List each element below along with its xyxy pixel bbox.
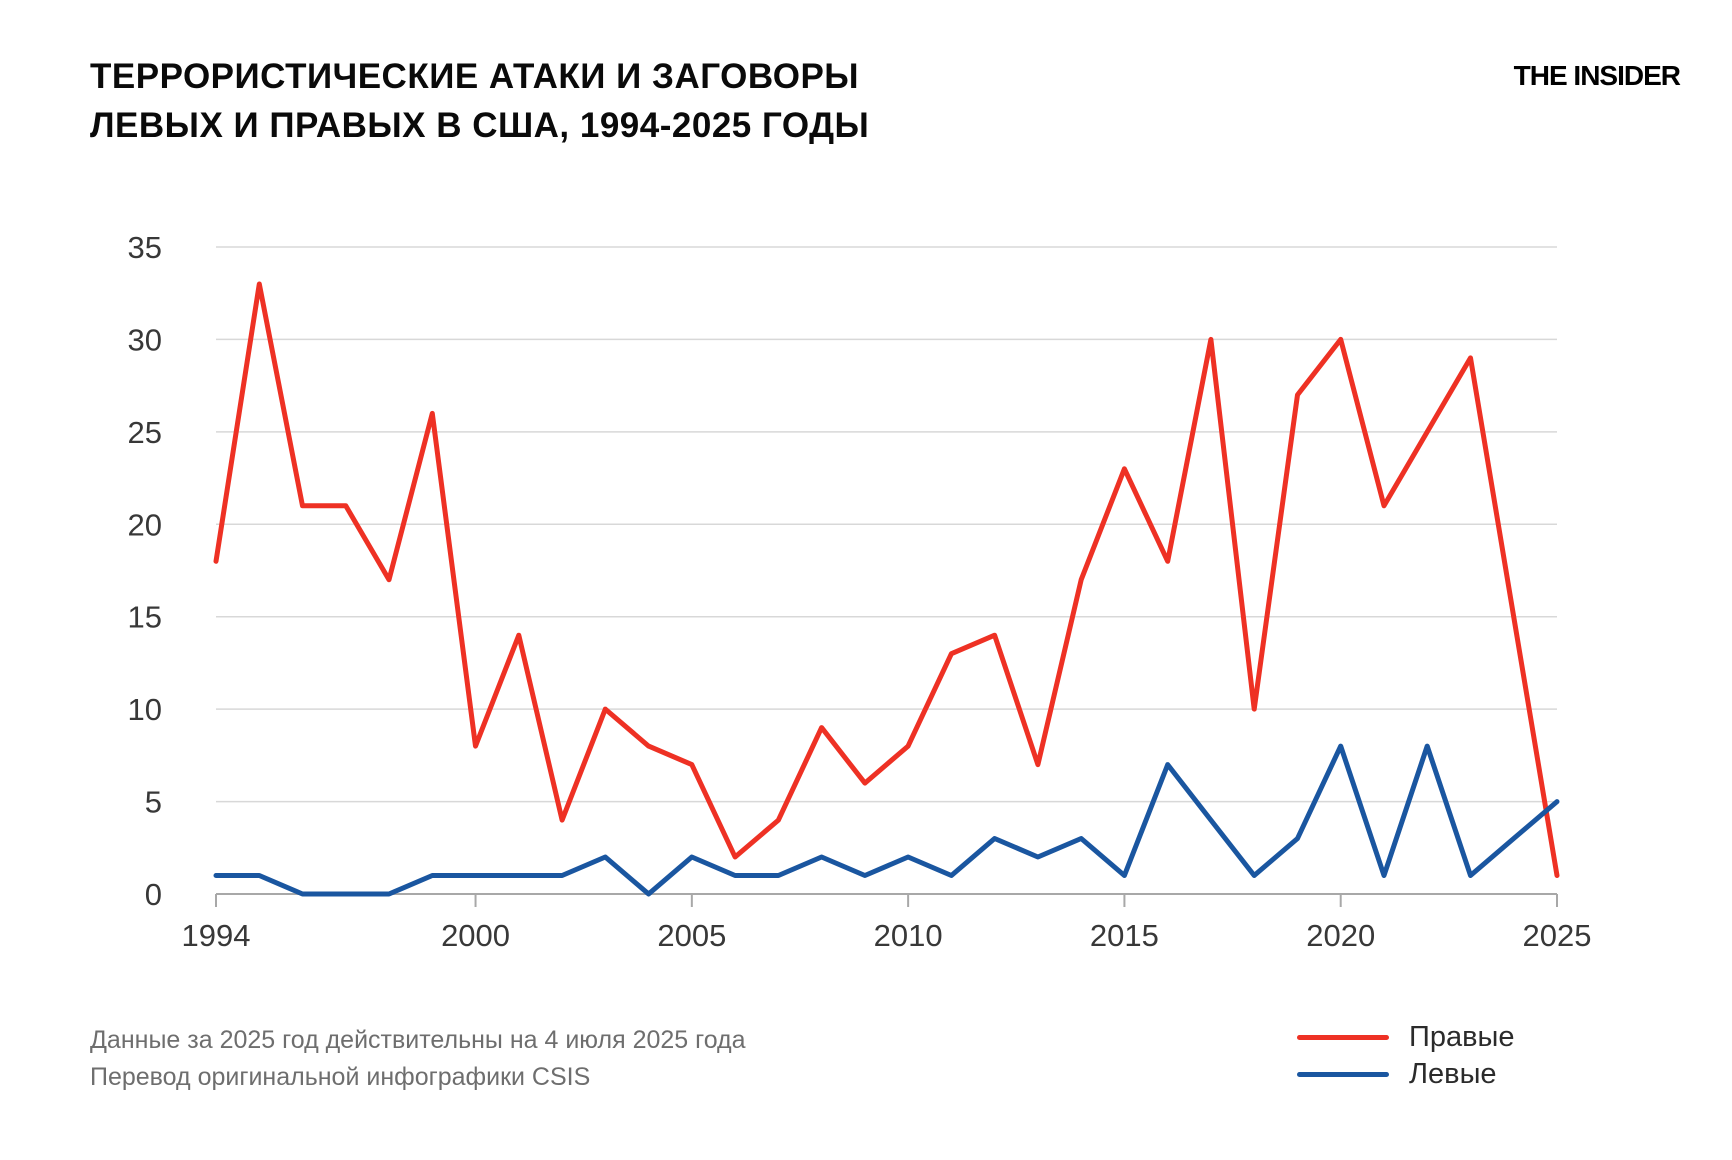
x-axis-label-2025: 2025 <box>1523 918 1592 953</box>
x-axis-label-2020: 2020 <box>1306 918 1375 953</box>
legend: Правые Левые <box>1297 1019 1514 1093</box>
footnotes: Данные за 2025 год действительны на 4 ию… <box>90 1022 746 1096</box>
chart-title-line1: ТЕРРОРИСТИЧЕСКИЕ АТАКИ И ЗАГОВОРЫ <box>90 57 860 96</box>
y-axis-label-35: 35 <box>128 230 162 265</box>
x-axis-label-2000: 2000 <box>441 918 510 953</box>
legend-swatch-left-wing <box>1297 1072 1389 1077</box>
legend-label-left-wing: Левые <box>1409 1058 1497 1090</box>
y-axis-label-0: 0 <box>145 877 162 912</box>
series-line-left-wing <box>213 743 1560 897</box>
x-axis-label-2005: 2005 <box>657 918 726 953</box>
series-line-right-wing <box>213 281 1560 878</box>
x-axis-label-2015: 2015 <box>1090 918 1159 953</box>
y-axis-label-10: 10 <box>128 692 162 727</box>
footnote-data-note: Данные за 2025 год действительны на 4 ию… <box>90 1026 746 1054</box>
legend-item-right-wing: Правые <box>1297 1019 1514 1056</box>
legend-item-left-wing: Левые <box>1297 1056 1514 1093</box>
legend-swatch-right-wing <box>1297 1035 1389 1040</box>
y-axis-label-20: 20 <box>128 507 162 542</box>
y-axis-label-5: 5 <box>145 785 162 820</box>
legend-label-right-wing: Правые <box>1409 1021 1515 1053</box>
y-axis-label-30: 30 <box>128 322 162 357</box>
x-axis-label-1994: 1994 <box>182 918 251 953</box>
chart-title: ТЕРРОРИСТИЧЕСКИЕ АТАКИ И ЗАГОВОРЫ ЛЕВЫХ … <box>90 52 869 150</box>
x-axis-label-2010: 2010 <box>874 918 943 953</box>
the-insider-logo: THE INSIDER <box>1513 60 1681 91</box>
y-axis-label-25: 25 <box>128 415 162 450</box>
footnote-source-note: Перевод оригинальной инфографики CSIS <box>90 1063 591 1091</box>
chart-title-line2: ЛЕВЫХ И ПРАВЫХ В США, 1994-2025 ГОДЫ <box>90 106 870 145</box>
y-axis-label-15: 15 <box>128 600 162 635</box>
